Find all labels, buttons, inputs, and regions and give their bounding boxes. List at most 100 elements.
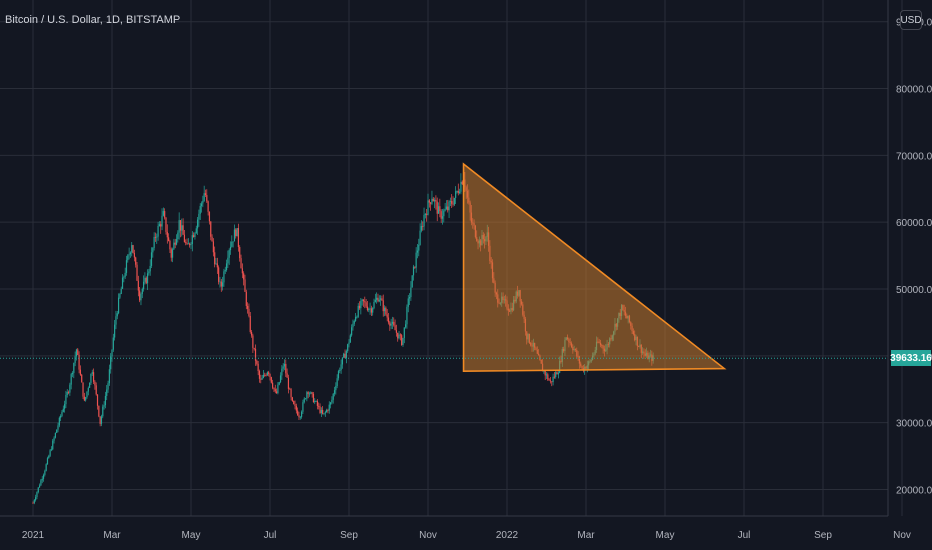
candle <box>281 365 283 380</box>
candle-body <box>322 409 324 414</box>
candle-body <box>261 377 263 380</box>
candle-body <box>277 384 279 394</box>
candle <box>216 257 218 274</box>
x-tick-label: May <box>182 530 201 541</box>
candle <box>336 374 338 389</box>
candle <box>202 195 204 208</box>
candle <box>92 368 95 384</box>
candle-body <box>106 389 108 396</box>
candle <box>112 333 114 352</box>
candle-body <box>551 381 553 383</box>
candle <box>44 469 46 477</box>
candle <box>133 249 135 262</box>
candle <box>362 299 365 307</box>
candle-body <box>64 404 66 409</box>
candle-body <box>186 242 188 244</box>
candle <box>364 296 366 309</box>
candle <box>260 374 262 384</box>
candle <box>228 248 230 265</box>
candle-body <box>110 356 112 370</box>
candle-body <box>354 316 357 321</box>
candle <box>45 463 47 472</box>
descending-triangle-pattern[interactable] <box>462 162 727 373</box>
currency-unit-badge[interactable]: USD <box>900 10 922 30</box>
candle-body <box>179 220 182 231</box>
candle <box>383 305 386 317</box>
candle-body <box>62 408 64 412</box>
candle-body <box>398 334 400 339</box>
candle <box>403 327 405 344</box>
candle-body <box>58 417 60 426</box>
candle-body <box>370 308 372 313</box>
candle-body <box>125 260 128 273</box>
candle <box>324 410 326 417</box>
candle-body <box>337 371 340 379</box>
candle <box>168 233 170 242</box>
candle <box>394 319 396 331</box>
candle-body <box>416 250 419 253</box>
candle-body <box>165 217 167 232</box>
candle <box>198 209 200 227</box>
candle <box>308 391 311 397</box>
candle <box>174 238 176 249</box>
candle <box>273 387 275 393</box>
candle <box>108 364 110 386</box>
candle-body <box>45 464 47 471</box>
candle-body <box>340 364 342 371</box>
candle-body <box>190 243 192 246</box>
candle-body <box>74 356 76 363</box>
candle-body <box>114 324 116 338</box>
candle <box>327 408 329 414</box>
y-tick-label: 60000.00 <box>896 218 932 229</box>
candle-body <box>327 409 329 411</box>
x-tick-label: Nov <box>419 530 437 541</box>
symbol-title: Bitcoin / U.S. Dollar, 1D, BITSTAMP <box>5 14 181 26</box>
candle-body <box>461 181 463 184</box>
candle-body <box>376 297 378 300</box>
candle-body <box>148 271 150 274</box>
candle <box>161 208 163 231</box>
candle-body <box>328 404 330 411</box>
candle <box>360 298 362 315</box>
candle <box>77 348 79 356</box>
candle-body <box>266 372 268 376</box>
candle-body <box>332 393 334 400</box>
candle <box>132 244 134 254</box>
candle <box>435 195 437 210</box>
candle <box>171 247 174 263</box>
candle <box>58 416 60 428</box>
candle-body <box>281 368 283 376</box>
candle <box>37 487 39 494</box>
candle <box>323 413 325 416</box>
candle <box>236 227 238 237</box>
candle-body <box>294 404 296 406</box>
candle-body <box>269 373 271 378</box>
candle-body <box>410 287 412 298</box>
candle-body <box>200 203 203 207</box>
candle <box>215 257 217 265</box>
candle <box>75 348 78 361</box>
candle <box>78 351 80 374</box>
candle-body <box>312 393 315 403</box>
candle <box>444 203 446 212</box>
candle-body <box>60 416 62 418</box>
candle <box>278 381 280 386</box>
candle-body <box>401 335 403 345</box>
candle-body <box>557 372 559 375</box>
candle-body <box>52 440 54 450</box>
candle-body <box>38 485 41 488</box>
candle-body <box>70 374 72 385</box>
price-axis[interactable]: 20000.0030000.0040000.0050000.0060000.00… <box>887 0 932 516</box>
candle-body <box>357 305 359 317</box>
candle <box>200 201 203 213</box>
time-axis[interactable]: 2021 Mar May Jul Sep Nov 2022 Mar May Jul Sep Nov <box>0 515 911 541</box>
candle-body <box>293 400 295 405</box>
candle-body <box>89 382 91 388</box>
x-tick-label: Jul <box>738 530 751 541</box>
candle <box>452 196 454 207</box>
candle <box>335 382 337 395</box>
candle <box>332 392 334 404</box>
candle-body <box>436 201 438 214</box>
candle <box>153 232 155 251</box>
